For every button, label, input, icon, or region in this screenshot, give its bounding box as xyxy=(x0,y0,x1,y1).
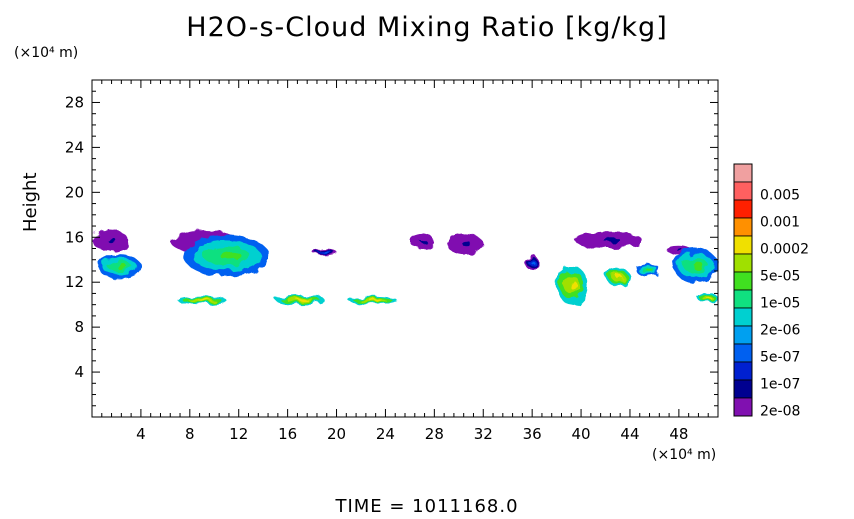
x-unit-label: (×10⁴ m) xyxy=(652,447,717,463)
cloud-region xyxy=(92,230,129,251)
colorbar-label: 2e-08 xyxy=(760,404,800,420)
cloud-region xyxy=(275,294,325,305)
x-tick-label: 8 xyxy=(185,425,195,443)
colorbar-frame xyxy=(733,163,753,417)
colorbar-label: 1e-05 xyxy=(760,296,800,312)
chart-title: H2O-s-Cloud Mixing Ratio [kg/kg] xyxy=(186,12,668,43)
cloud-region xyxy=(526,254,539,271)
cloud-region xyxy=(574,231,643,249)
y-tick-label: 4 xyxy=(74,363,84,381)
colorbar-segment xyxy=(733,181,753,201)
colorbar-label: 5e-05 xyxy=(760,269,800,285)
colorbar: 0.005 0.001 0.0002 5e-05 1e-05 2e-06 5e-07 1e-0… xyxy=(733,163,809,420)
time-label: TIME = 1011168.0 xyxy=(335,496,519,517)
colorbar-segment xyxy=(733,379,753,399)
cloud-region xyxy=(636,264,661,277)
y-tick-label: 8 xyxy=(74,318,84,336)
x-tick-label: 40 xyxy=(572,425,591,443)
cloud-region xyxy=(446,233,484,255)
x-tick-label: 20 xyxy=(327,425,346,443)
x-tick-label: 16 xyxy=(278,425,297,443)
x-tick-label: 12 xyxy=(229,425,248,443)
colorbar-segment xyxy=(733,325,753,345)
colorbar-segment xyxy=(733,199,753,219)
y-unit-label: (×10⁴ m) xyxy=(14,45,79,61)
colorbar-label: 0.005 xyxy=(760,188,800,204)
x-tick-label: 36 xyxy=(523,425,542,443)
cloud-region xyxy=(98,254,141,279)
colorbar-segment xyxy=(733,271,753,291)
y-tick-label: 24 xyxy=(65,138,84,156)
y-tick-label: 20 xyxy=(65,183,84,201)
colorbar-label: 1e-07 xyxy=(760,377,800,393)
cloud-region xyxy=(177,295,227,305)
colorbar-label: 0.0002 xyxy=(760,242,809,258)
colorbar-label: 5e-07 xyxy=(760,350,800,366)
colorbar-segment xyxy=(733,307,753,327)
x-tick-label: 32 xyxy=(474,425,493,443)
cloud-region xyxy=(183,235,270,277)
cloud-region xyxy=(409,233,435,249)
colorbar-segment xyxy=(733,163,753,183)
colorbar-segment xyxy=(733,289,753,309)
colorbar-segment xyxy=(733,343,753,363)
y-tick-label: 28 xyxy=(65,93,84,111)
cloud-region xyxy=(697,293,718,303)
colorbar-segment xyxy=(733,253,753,273)
colorbar-segment xyxy=(733,397,753,417)
y-tick-label: 16 xyxy=(65,228,84,246)
cloud-region xyxy=(605,267,630,286)
cloud-region xyxy=(348,296,398,305)
colorbar-segment xyxy=(733,361,753,381)
y-axis: 4 8 12 16 20 24 28 xyxy=(65,79,718,418)
cloud-region xyxy=(556,265,588,305)
x-axis: 4 8 12 16 20 24 28 32 36 40 44 48 xyxy=(91,80,719,443)
colorbar-label: 0.001 xyxy=(760,215,800,231)
y-tick-label: 12 xyxy=(65,273,84,291)
cloud-region xyxy=(672,248,718,283)
x-tick-label: 48 xyxy=(669,425,688,443)
x-tick-label: 44 xyxy=(620,425,639,443)
x-tick-label: 24 xyxy=(376,425,395,443)
x-tick-label: 28 xyxy=(425,425,444,443)
colorbar-label: 2e-06 xyxy=(760,323,800,339)
colorbar-segment xyxy=(733,217,753,237)
cloud-region xyxy=(312,248,337,256)
x-tick-label: 4 xyxy=(136,425,146,443)
cloud-field xyxy=(92,230,718,305)
colorbar-segment xyxy=(733,235,753,255)
